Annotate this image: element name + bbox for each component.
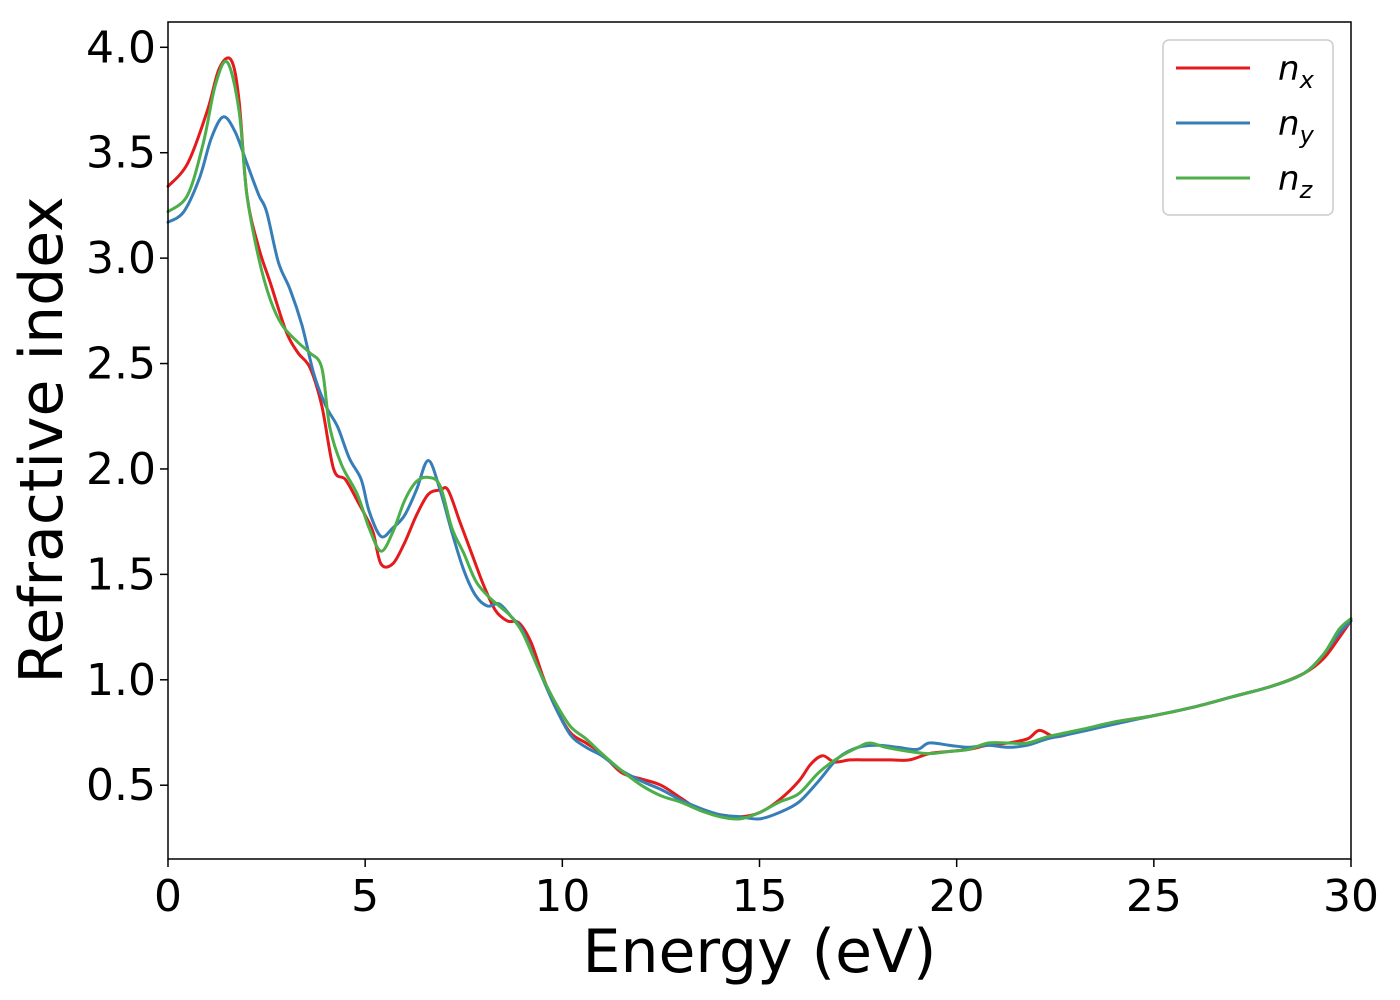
y-tick-label: 1.5	[86, 549, 156, 600]
y-tick-label: 0.5	[86, 760, 156, 811]
legend-label-n-z: nz	[1278, 159, 1314, 204]
legend: nx ny nz	[1162, 39, 1334, 216]
x-axis-title: Energy (eV)	[583, 917, 937, 987]
x-tick-label: 5	[351, 871, 379, 922]
x-tick-label: 30	[1323, 871, 1379, 922]
series-line-n-y	[166, 115, 1353, 821]
series-line-n-z	[166, 59, 1353, 821]
y-tick-label: 2.5	[86, 339, 156, 390]
x-tick-label: 15	[732, 871, 788, 922]
y-tick-label: 1.0	[86, 655, 156, 706]
series-lines	[166, 56, 1353, 821]
x-tick-label: 10	[534, 871, 590, 922]
legend-box	[1162, 39, 1334, 216]
legend-label-n-y: ny	[1278, 104, 1315, 149]
y-tick-label: 4.0	[86, 22, 156, 73]
legend-label-n-x: nx	[1278, 49, 1315, 94]
y-axis-title: Refractive index	[7, 196, 77, 683]
x-tick-label: 20	[929, 871, 985, 922]
x-tick-label: 25	[1126, 871, 1182, 922]
y-tick-label: 3.0	[86, 233, 156, 284]
x-tick-label: 0	[154, 871, 182, 922]
axis-ticks: 0 5 10 15 20 25 30 0.5 1.0 1.5 2.0 2.5 3.0 3.5 4.0	[86, 22, 1379, 922]
y-tick-label: 2.0	[86, 444, 156, 495]
y-tick-label: 3.5	[86, 128, 156, 179]
